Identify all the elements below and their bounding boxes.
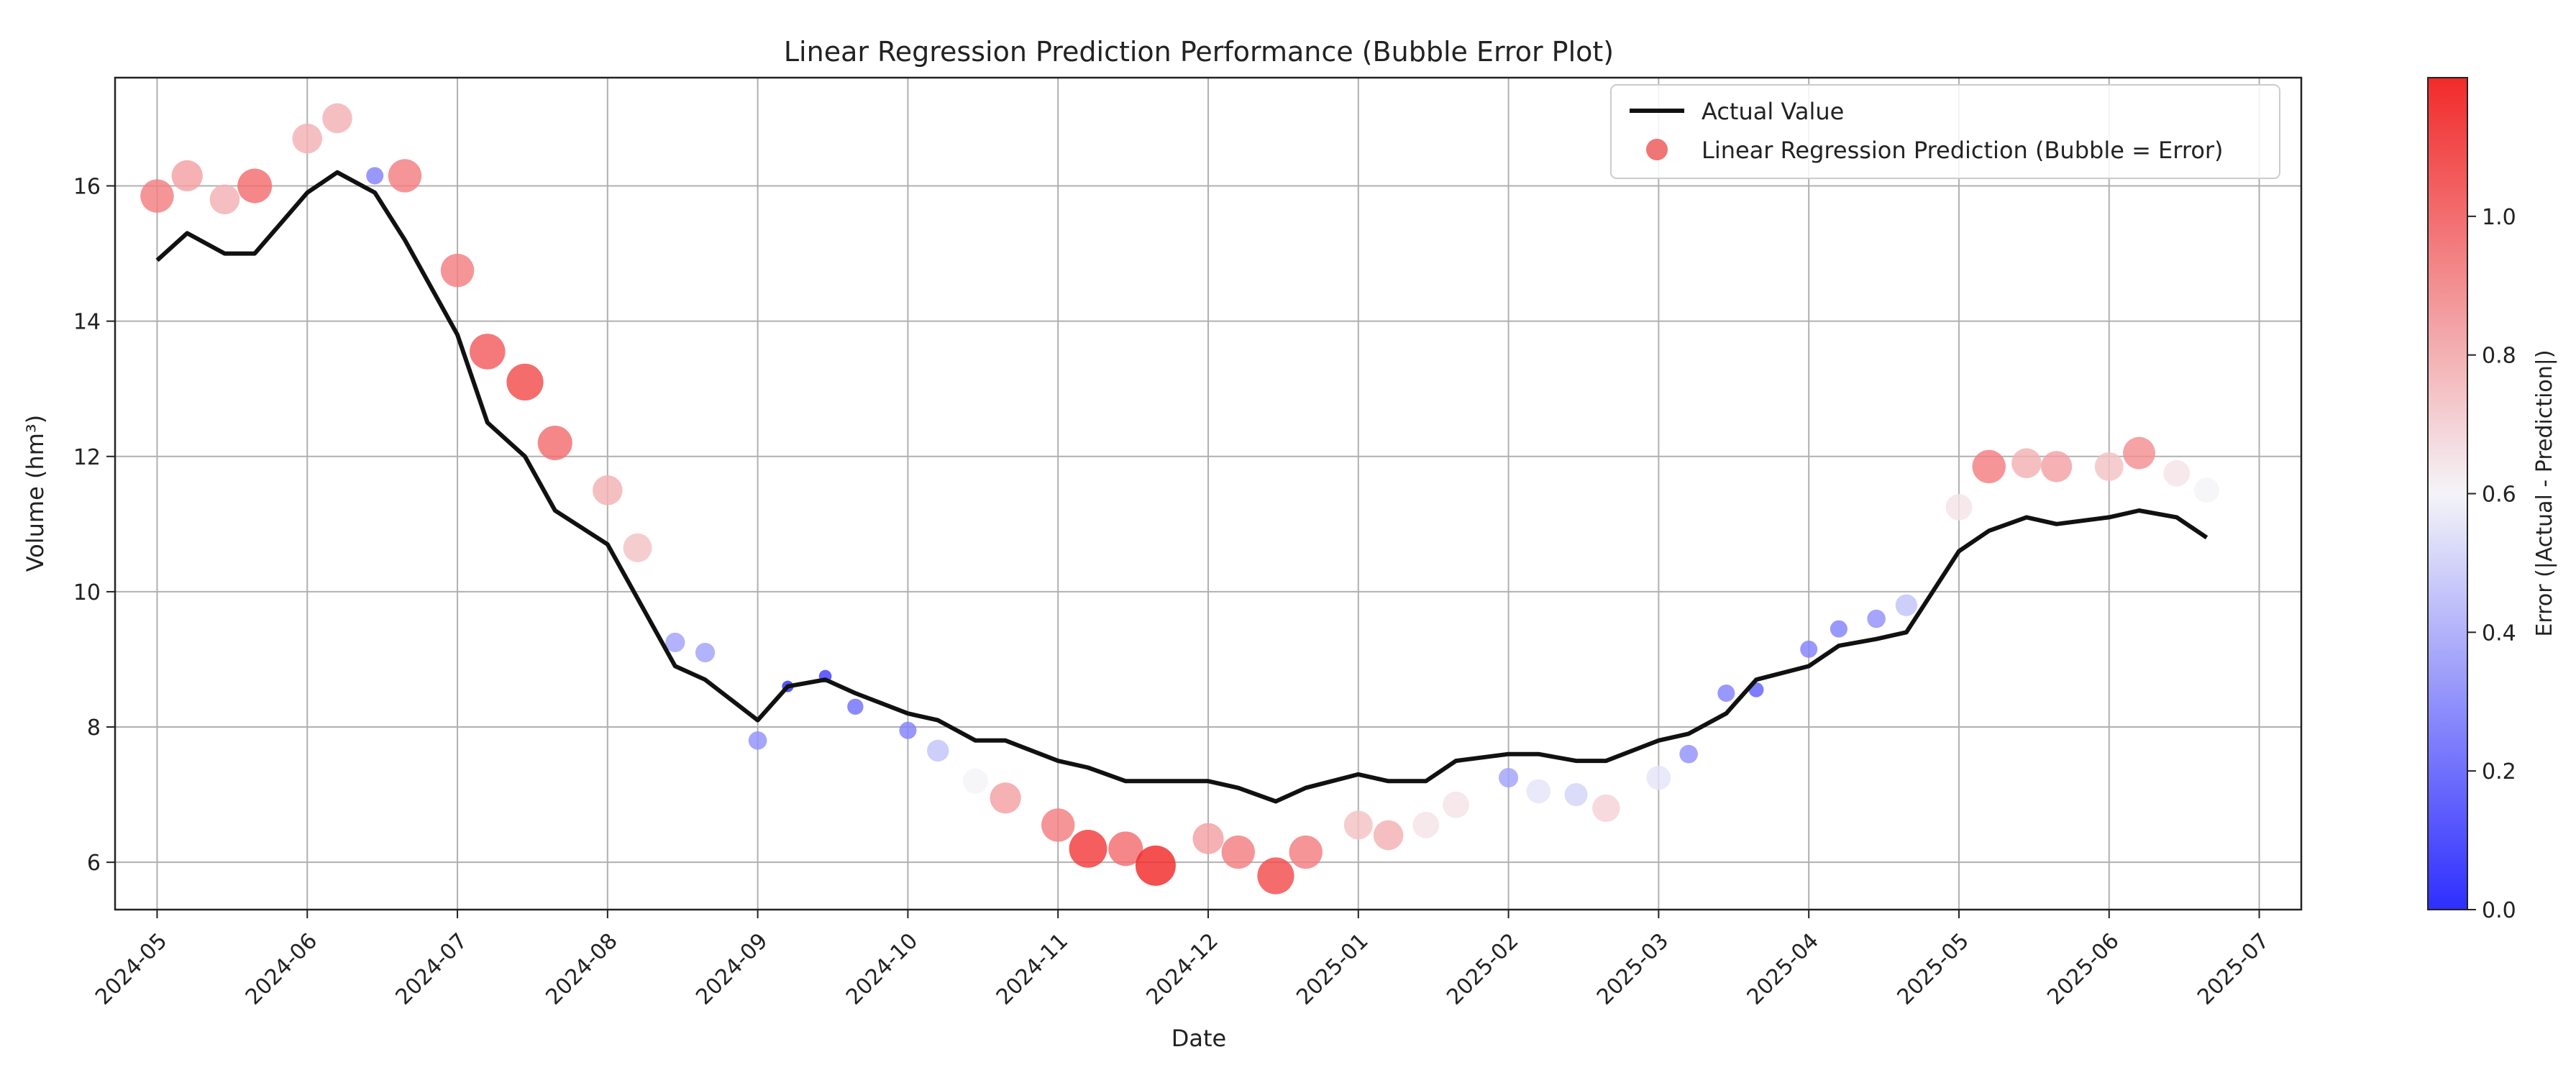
prediction-bubble bbox=[1443, 791, 1469, 818]
prediction-bubble bbox=[2193, 477, 2220, 503]
prediction-bubble bbox=[665, 632, 685, 653]
prediction-bubble bbox=[366, 167, 384, 185]
prediction-bubble bbox=[322, 103, 352, 134]
x-tick-label: 2024-09 bbox=[691, 928, 772, 1010]
prediction-bubble bbox=[1830, 620, 1847, 638]
prediction-bubble bbox=[440, 253, 475, 288]
legend: Actual Value Linear Regression Predictio… bbox=[1610, 84, 2280, 179]
legend-line-label: Actual Value bbox=[1702, 98, 1844, 125]
colorbar-tick-label: 0.2 bbox=[2482, 759, 2516, 784]
prediction-bubble bbox=[695, 642, 716, 663]
y-tick-label: 16 bbox=[73, 175, 101, 200]
x-tick-label: 2025-04 bbox=[1743, 928, 1824, 1010]
series-layer bbox=[140, 103, 2220, 895]
x-axis-label: Date bbox=[1171, 1025, 1226, 1052]
prediction-bubble bbox=[1135, 845, 1176, 886]
colorbar-tick-label: 0.8 bbox=[2482, 344, 2516, 369]
x-tick-label: 2025-05 bbox=[1892, 928, 1973, 1010]
x-tick-label: 2025-01 bbox=[1292, 928, 1373, 1010]
prediction-bubble bbox=[1192, 823, 1224, 854]
x-tick-label: 2025-03 bbox=[1592, 928, 1673, 1010]
prediction-bubble bbox=[2041, 451, 2073, 482]
colorbar-ticks: 0.0 0.2 0.4 0.6 0.8 1.0 bbox=[2467, 205, 2516, 923]
grid-lines bbox=[115, 78, 2301, 910]
prediction-bubble bbox=[292, 123, 323, 154]
prediction-bubble bbox=[537, 425, 572, 460]
prediction-bubble bbox=[1800, 640, 1818, 658]
legend-bubble-label: Linear Regression Prediction (Bubble = E… bbox=[1702, 137, 2224, 164]
y-tick-label: 14 bbox=[73, 310, 101, 335]
prediction-bubble bbox=[1646, 765, 1671, 790]
x-tick-label: 2024-08 bbox=[541, 928, 622, 1010]
prediction-bubble bbox=[1972, 449, 2006, 484]
prediction-bubble bbox=[899, 721, 917, 739]
prediction-bubble bbox=[237, 168, 273, 203]
x-tick-label: 2024-11 bbox=[992, 928, 1073, 1010]
actual-value-line bbox=[155, 170, 2209, 804]
prediction-bubble bbox=[209, 184, 240, 215]
prediction-bubble bbox=[140, 179, 174, 213]
prediction-bubble bbox=[2163, 459, 2191, 487]
prediction-bubble bbox=[1069, 829, 1107, 868]
colorbar bbox=[2427, 77, 2468, 910]
y-tick-label: 12 bbox=[73, 445, 101, 470]
colorbar-tick-label: 0.6 bbox=[2482, 482, 2516, 508]
prediction-bubble bbox=[2094, 452, 2124, 481]
y-axis-label: Volume (hm³) bbox=[22, 415, 49, 572]
prediction-bubble bbox=[990, 782, 1021, 814]
x-tick-label: 2024-07 bbox=[391, 928, 472, 1010]
prediction-bubble bbox=[470, 334, 506, 370]
prediction-bubble bbox=[1526, 779, 1551, 804]
x-tick-label: 2024-05 bbox=[91, 928, 172, 1010]
prediction-bubble bbox=[623, 533, 652, 562]
prediction-bubble bbox=[1498, 767, 1519, 788]
prediction-bubble bbox=[506, 363, 544, 401]
prediction-bubble bbox=[847, 698, 864, 715]
x-tick-label: 2025-06 bbox=[2042, 928, 2124, 1010]
prediction-bubble bbox=[1373, 820, 1404, 851]
prediction-bubble bbox=[1343, 810, 1373, 840]
x-tick-label: 2025-07 bbox=[2193, 928, 2274, 1010]
colorbar-tick-label: 0.0 bbox=[2482, 898, 2516, 923]
prediction-bubble bbox=[748, 731, 767, 750]
colorbar-tick-label: 0.4 bbox=[2482, 621, 2516, 646]
colorbar-label: Error (|Actual - Prediction|) bbox=[2532, 349, 2557, 636]
prediction-bubble bbox=[1679, 744, 1698, 764]
prediction-bubble bbox=[1108, 831, 1143, 866]
legend-box bbox=[1610, 84, 2280, 179]
prediction-bubble bbox=[1867, 609, 1886, 628]
prediction-bubble bbox=[1564, 783, 1588, 807]
prediction-bubble bbox=[1592, 794, 1620, 823]
y-tick-label: 6 bbox=[87, 851, 101, 876]
x-tick-label: 2024-12 bbox=[1142, 928, 1223, 1010]
y-tick-label: 8 bbox=[87, 715, 101, 741]
colorbar-tick-label: 1.0 bbox=[2482, 205, 2516, 230]
prediction-bubble bbox=[926, 739, 949, 762]
prediction-bubble bbox=[1257, 857, 1294, 895]
prediction-bubble bbox=[1041, 808, 1075, 842]
prediction-bubble bbox=[1289, 835, 1323, 869]
x-tick-label: 2024-06 bbox=[241, 928, 322, 1010]
prediction-bubble bbox=[2123, 436, 2155, 470]
legend-bubble-swatch bbox=[1646, 139, 1668, 160]
prediction-bubble bbox=[388, 159, 422, 193]
x-tick-label: 2025-02 bbox=[1442, 928, 1523, 1010]
prediction-bubble bbox=[171, 160, 203, 191]
y-tick-label: 10 bbox=[73, 580, 101, 605]
prediction-bubble bbox=[2011, 448, 2042, 478]
prediction-bubble bbox=[593, 475, 623, 506]
chart-title: Linear Regression Prediction Performance… bbox=[784, 36, 1614, 68]
prediction-bubble bbox=[1412, 812, 1440, 838]
prediction-bubble bbox=[1717, 684, 1735, 702]
prediction-bubble bbox=[1945, 493, 1973, 521]
prediction-bubble bbox=[1221, 835, 1255, 869]
x-tick-label: 2024-10 bbox=[841, 928, 923, 1010]
prediction-bubble bbox=[1895, 594, 1918, 616]
prediction-bubble bbox=[962, 768, 988, 794]
